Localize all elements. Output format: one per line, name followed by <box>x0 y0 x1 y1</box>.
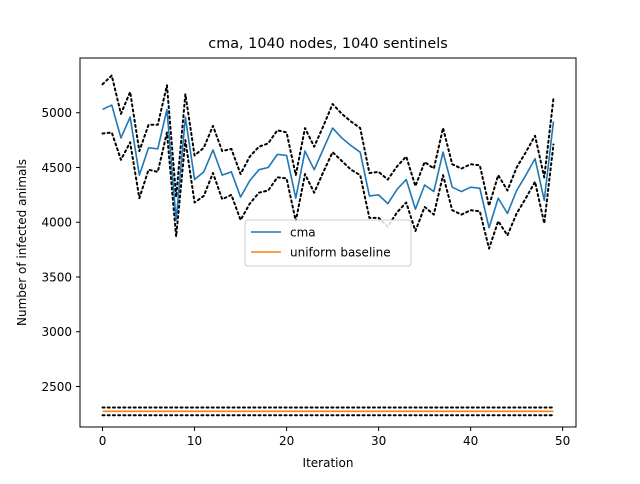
x-axis-label: Iteration <box>303 456 354 470</box>
y-tick-label: 4000 <box>41 216 72 230</box>
series-line-cma-lower-bound <box>101 131 555 250</box>
x-tick-label: 30 <box>371 434 386 448</box>
plot-frame <box>79 57 577 428</box>
series-line-cma <box>102 104 555 229</box>
plot-area <box>101 74 555 417</box>
axes-ticks: 0 10 20 30 40 50 2500 3000 3500 4000 4500 5000 <box>41 106 570 448</box>
y-tick-label: 4500 <box>41 161 72 175</box>
legend-box <box>244 219 412 267</box>
x-tick-label: 50 <box>555 434 570 448</box>
y-tick-label: 3000 <box>41 325 72 339</box>
x-tick-label: 20 <box>279 434 294 448</box>
y-tick-label: 5000 <box>41 106 72 120</box>
x-tick-label: 0 <box>99 434 107 448</box>
y-tick-label: 2500 <box>41 380 72 394</box>
legend-label-uniform-baseline: uniform baseline <box>290 246 391 260</box>
x-tick-label: 40 <box>463 434 478 448</box>
legend-label-cma: cma <box>290 226 316 240</box>
y-tick-label: 3500 <box>41 270 72 284</box>
legend: cma uniform baseline <box>244 219 412 267</box>
y-axis-label: Number of infected animals <box>15 159 29 326</box>
chart-title: cma, 1040 nodes, 1040 sentinels <box>208 36 447 52</box>
x-tick-label: 10 <box>187 434 202 448</box>
series-line-cma-upper-bound <box>101 74 555 207</box>
